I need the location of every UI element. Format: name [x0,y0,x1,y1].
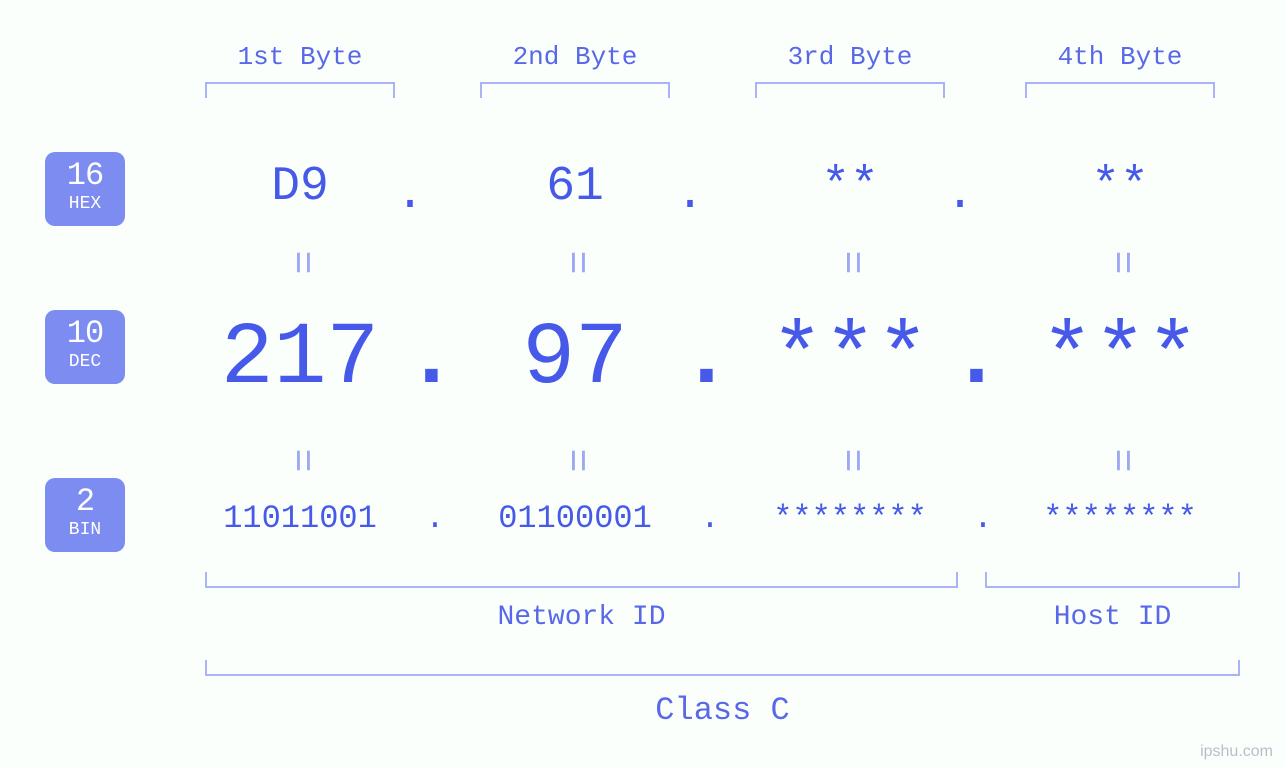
eq-db-2: = [553,446,598,476]
dec-val-2: 97 [455,310,695,409]
host-id-bracket [985,572,1240,588]
byte-label-3: 3rd Byte [785,42,915,72]
badge-bin-label: BIN [59,520,111,542]
badge-dec: 10 DEC [45,310,125,384]
dec-val-1: 217 [180,310,420,409]
eq-hd-4: = [1098,248,1143,278]
bin-dot-1: . [420,500,450,537]
bin-val-3: ******** [735,500,965,537]
hex-dot-1: . [395,168,425,222]
dec-val-3: *** [730,310,970,409]
eq-db-4: = [1098,446,1143,476]
byte-label-4: 4th Byte [1055,42,1185,72]
bin-val-2: 01100001 [460,500,690,537]
hex-dot-2: . [675,168,705,222]
badge-bin: 2 BIN [45,478,125,552]
eq-hd-1: = [278,248,323,278]
badge-dec-num: 10 [59,318,111,350]
bin-val-1: 11011001 [185,500,415,537]
hex-dot-3: . [945,168,975,222]
badge-hex: 16 HEX [45,152,125,226]
hex-val-2: 61 [475,160,675,214]
bin-val-4: ******** [1005,500,1235,537]
dec-val-4: *** [1000,310,1240,409]
badge-bin-num: 2 [59,486,111,518]
dec-dot-3: . [950,310,990,409]
top-bracket-1 [205,82,395,98]
top-bracket-3 [755,82,945,98]
byte-label-1: 1st Byte [235,42,365,72]
eq-db-3: = [828,446,873,476]
badge-hex-label: HEX [59,194,111,216]
dec-dot-2: . [680,310,720,409]
top-bracket-2 [480,82,670,98]
host-id-label: Host ID [985,602,1240,633]
eq-hd-3: = [828,248,873,278]
top-bracket-4 [1025,82,1215,98]
badge-dec-label: DEC [59,352,111,374]
hex-val-4: ** [1020,160,1220,214]
hex-val-3: ** [750,160,950,214]
eq-hd-2: = [553,248,598,278]
ip-diagram: 1st Byte 2nd Byte 3rd Byte 4th Byte 16 H… [0,0,1285,767]
network-id-label: Network ID [205,602,958,633]
network-id-bracket [205,572,958,588]
bin-dot-3: . [968,500,998,537]
bin-dot-2: . [695,500,725,537]
hex-val-1: D9 [200,160,400,214]
class-label: Class C [205,692,1240,729]
dec-dot-1: . [405,310,445,409]
class-bracket [205,660,1240,676]
eq-db-1: = [278,446,323,476]
watermark: ipshu.com [1200,743,1273,761]
badge-hex-num: 16 [59,160,111,192]
byte-label-2: 2nd Byte [510,42,640,72]
